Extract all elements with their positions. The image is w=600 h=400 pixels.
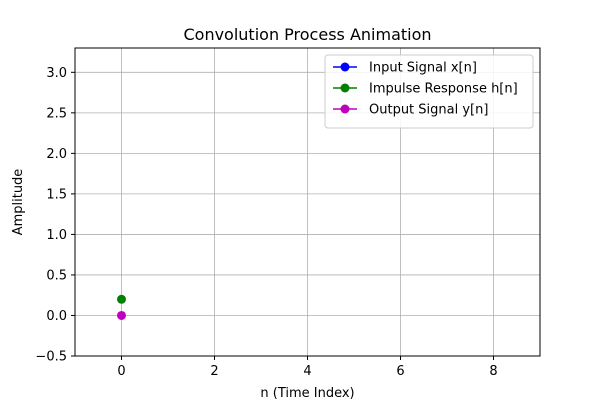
y-tick-label: 1.0 xyxy=(46,228,67,243)
legend-label: Input Signal x[n] xyxy=(369,61,477,76)
y-axis-label: Amplitude xyxy=(11,169,26,236)
x-tick-label: 6 xyxy=(396,364,404,379)
series-2 xyxy=(117,310,126,320)
legend-label: Output Signal y[n] xyxy=(369,103,488,118)
legend-box xyxy=(324,54,534,129)
series-layer xyxy=(117,294,126,320)
x-tick-label: 0 xyxy=(117,364,125,379)
chart-title: Convolution Process Animation xyxy=(183,25,431,44)
legend-label: Impulse Response h[n] xyxy=(369,82,518,97)
data-point xyxy=(117,310,126,320)
legend: Input Signal x[n] Impulse Response h[n] Ou… xyxy=(324,54,534,129)
y-tick-label: 0.5 xyxy=(46,268,67,283)
x-tick-label: 8 xyxy=(489,364,497,379)
y-tick-label: 3.0 xyxy=(46,66,67,81)
y-tick-label: 0.0 xyxy=(46,309,67,324)
legend-swatch-marker xyxy=(340,83,350,93)
y-tick-label: −0.5 xyxy=(35,350,67,365)
legend-swatch-marker xyxy=(340,62,350,72)
y-tick-label: 2.0 xyxy=(46,147,67,162)
data-point xyxy=(117,294,126,304)
x-tick-label: 4 xyxy=(303,364,311,379)
tick-layer: 0 2 4 6 8 −0.5 0.0 0.5 1.0 1.5 2.0 2.5 3.0 xyxy=(35,66,497,379)
x-axis-label: n (Time Index) xyxy=(260,386,354,400)
legend-item: Impulse Response h[n] xyxy=(333,82,518,97)
series-1 xyxy=(117,294,126,304)
x-tick-label: 2 xyxy=(210,364,218,379)
legend-item: Input Signal x[n] xyxy=(333,61,477,76)
legend-item: Output Signal y[n] xyxy=(333,103,488,118)
grid-lines xyxy=(75,48,540,357)
y-tick-label: 2.5 xyxy=(46,106,67,121)
legend-swatch-marker xyxy=(340,104,350,114)
y-tick-label: 1.5 xyxy=(46,187,67,202)
